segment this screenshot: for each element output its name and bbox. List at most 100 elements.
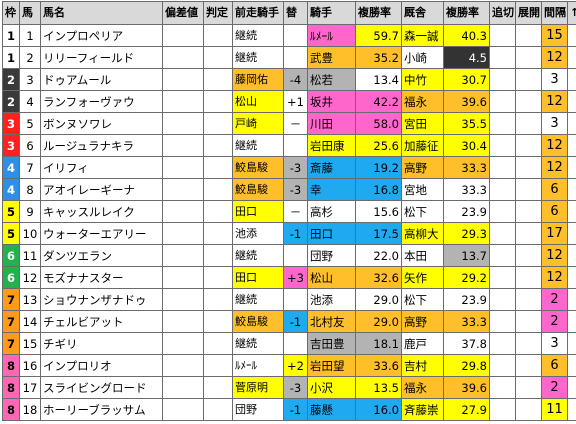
- interval-cell: 12: [542, 245, 568, 267]
- horse-name-cell[interactable]: チギリ: [41, 333, 163, 355]
- horse-name-cell[interactable]: ウォーターエアリー: [41, 223, 163, 245]
- stable-cell: 吉村: [402, 355, 444, 377]
- pace-cell: [516, 311, 542, 333]
- header-interval: 間隔: [542, 2, 568, 25]
- stable-cell: 森一誠: [402, 25, 444, 47]
- waku-cell: 6: [3, 267, 20, 289]
- judge-cell: [204, 289, 233, 311]
- horse-name-cell[interactable]: ドゥアムール: [41, 69, 163, 91]
- jockey-cell: 川田: [308, 113, 356, 135]
- pace-cell: [516, 223, 542, 245]
- uma-number-cell: 7: [20, 157, 41, 179]
- interval-cell: 12: [542, 47, 568, 69]
- stable-rate-cell: 37.8: [444, 333, 490, 355]
- swap-cell: -3: [284, 157, 308, 179]
- stable-cell: 宮地: [402, 179, 444, 201]
- jockey-cell: 吉田豊: [308, 333, 356, 355]
- deviation-cell: [163, 201, 204, 223]
- stable-rate-cell: 39.6: [444, 377, 490, 399]
- deviation-cell: [163, 179, 204, 201]
- stable-rate-cell: 29.8: [444, 355, 490, 377]
- training-cell: [490, 377, 516, 399]
- interval-cell: 6: [542, 179, 568, 201]
- stable-cell: 中竹: [402, 69, 444, 91]
- interval-cell: 12: [542, 91, 568, 113]
- horse-name-cell[interactable]: ボンヌソワレ: [41, 113, 163, 135]
- pace-cell: [516, 157, 542, 179]
- horse-name-cell[interactable]: チェルビアット: [41, 311, 163, 333]
- stable-cell: 高野: [402, 157, 444, 179]
- prev-jockey-cell: 継続: [233, 25, 284, 47]
- swap-cell: -3: [284, 179, 308, 201]
- jockey-cell: 幸: [308, 179, 356, 201]
- table-header: 枠 馬 馬名 偏差値 判定 前走騎手 替 騎手 複勝率 厩舎 複勝率 追切 展開…: [3, 2, 576, 25]
- horse-name-cell[interactable]: ホーリーブラッサム: [41, 399, 163, 421]
- interval-cell: 3: [542, 333, 568, 355]
- header-swap: 替: [284, 2, 308, 25]
- pace-cell: [516, 179, 542, 201]
- swap-cell: [284, 289, 308, 311]
- judge-cell: [204, 179, 233, 201]
- deviation-cell: [163, 245, 204, 267]
- horse-name-cell[interactable]: リリーフィールド: [41, 47, 163, 69]
- jockey-cell: 北村友: [308, 311, 356, 333]
- horse-name-cell[interactable]: アオイレーギーナ: [41, 179, 163, 201]
- horse-name-cell[interactable]: インプロリオ: [41, 355, 163, 377]
- horse-name-cell[interactable]: インプロペリア: [41, 25, 163, 47]
- pace-cell: [516, 91, 542, 113]
- horse-name-cell[interactable]: ショウナンザナドゥ: [41, 289, 163, 311]
- stable-cell: 小崎: [402, 47, 444, 69]
- prev-jockey-cell: 戸崎: [233, 113, 284, 135]
- pace-cell: [516, 289, 542, 311]
- deviation-cell: [163, 289, 204, 311]
- header-up-arrow[interactable]: ↑: [568, 2, 576, 25]
- deviation-cell: [163, 91, 204, 113]
- pace-cell: [516, 333, 542, 355]
- horse-name-cell[interactable]: スライビングロード: [41, 377, 163, 399]
- pace-cell: [516, 399, 542, 421]
- interval-cell: 6: [542, 201, 568, 223]
- judge-cell: [204, 135, 233, 157]
- up-cell: [568, 245, 576, 267]
- stable-rate-cell: 29.2: [444, 267, 490, 289]
- up-cell: [568, 399, 576, 421]
- pace-cell: [516, 377, 542, 399]
- horse-name-cell[interactable]: ダンツエラン: [41, 245, 163, 267]
- training-cell: [490, 289, 516, 311]
- prev-jockey-cell: ﾙﾒｰﾙ: [233, 355, 284, 377]
- jockey-rate-cell: 42.2: [356, 91, 402, 113]
- deviation-cell: [163, 69, 204, 91]
- uma-number-cell: 1: [20, 25, 41, 47]
- up-cell: [568, 157, 576, 179]
- horse-name-cell[interactable]: キャッスルレイク: [41, 201, 163, 223]
- horse-name-cell[interactable]: モズナナスター: [41, 267, 163, 289]
- jockey-rate-cell: 13.4: [356, 69, 402, 91]
- horse-name-cell[interactable]: ルージュラナキラ: [41, 135, 163, 157]
- training-cell: [490, 399, 516, 421]
- horse-name-cell[interactable]: イリフィ: [41, 157, 163, 179]
- training-cell: [490, 267, 516, 289]
- judge-cell: [204, 25, 233, 47]
- deviation-cell: [163, 113, 204, 135]
- horse-name-cell[interactable]: ランフォーヴァウ: [41, 91, 163, 113]
- pace-cell: [516, 355, 542, 377]
- stable-rate-cell: 23.9: [444, 201, 490, 223]
